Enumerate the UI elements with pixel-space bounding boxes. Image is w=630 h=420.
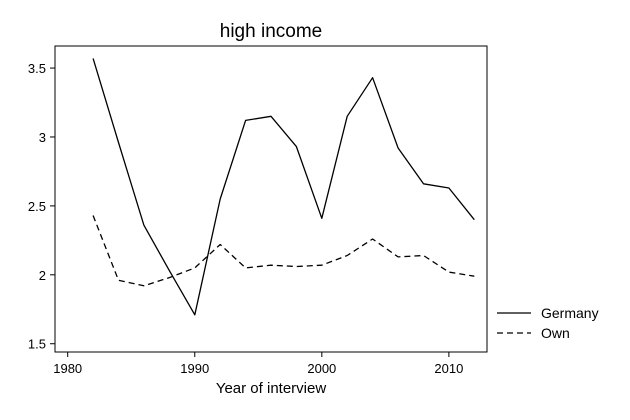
chart-title: high income	[220, 21, 322, 42]
y-axis: 1.5 2 2.5 3 3.5	[28, 61, 55, 352]
x-tick-label: 1980	[53, 361, 82, 376]
y-tick-label: 2.5	[28, 199, 46, 214]
legend-label-germany: Germany	[541, 305, 599, 321]
y-tick-label: 3	[39, 130, 46, 145]
series-layer	[92, 58, 475, 316]
y-tick-label: 2	[39, 268, 46, 283]
legend: Germany Own	[497, 305, 599, 341]
y-tick-label: 1.5	[28, 337, 46, 352]
x-tick-label: 2010	[434, 361, 463, 376]
x-axis-title: Year of interview	[216, 380, 327, 397]
series-line-germany	[92, 58, 475, 316]
x-tick-label: 2000	[307, 361, 336, 376]
plot-frame	[54, 45, 488, 353]
x-tick-label: 1990	[180, 361, 209, 376]
legend-label-own: Own	[541, 325, 570, 341]
x-axis: 1980 1990 2000 2010	[53, 352, 463, 376]
y-tick-label: 3.5	[28, 61, 46, 76]
